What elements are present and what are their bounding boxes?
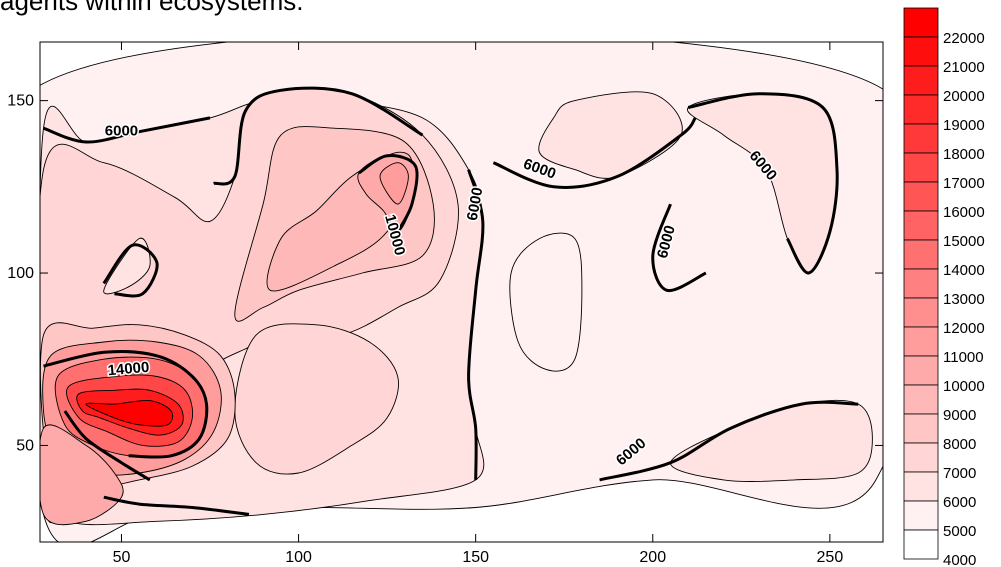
colorbar-swatch-12000 [903, 297, 939, 328]
colorbar-swatch-11000 [903, 326, 939, 357]
colorbar-label-22000: 22000 [943, 30, 985, 47]
colorbar-swatch-16000 [903, 181, 939, 212]
contour-region-5000-2 [509, 232, 583, 372]
colorbar-swatch-4000 [903, 529, 939, 560]
x-tick-label-250: 250 [817, 549, 844, 566]
colorbar: 22000 21000 20000 19000 18000 17000 16000 15000… [903, 7, 985, 567]
colorbar-label-14000: 14000 [943, 262, 985, 279]
contour-region-6000-3 [538, 91, 683, 179]
colorbar-label-8000: 8000 [943, 436, 976, 453]
contour-label-7: 14000 [107, 359, 150, 380]
colorbar-label-7000: 7000 [943, 465, 976, 482]
colorbar-label-12000: 12000 [943, 320, 985, 337]
colorbar-label-4000: 4000 [943, 552, 976, 567]
contour-line-6000-5 [651, 203, 707, 292]
colorbar-swatch-10000 [903, 355, 939, 386]
colorbar-label-19000: 19000 [943, 117, 985, 134]
colorbar-swatch-13000 [903, 268, 939, 299]
colorbar-label-11000: 11000 [943, 349, 984, 366]
contour-line-8000-7 [102, 243, 159, 298]
colorbar-label-18000: 18000 [943, 146, 985, 163]
colorbar-label-9000: 9000 [943, 407, 976, 424]
contour-line-6000-4 [687, 92, 839, 275]
colorbar-swatch-14000 [903, 239, 939, 270]
contour-line-14000-9 [43, 350, 209, 459]
colorbar-swatch-20000 [903, 65, 939, 96]
colorbar-label-17000: 17000 [943, 175, 985, 192]
contour-major-lines [42, 86, 859, 516]
colorbar-label-15000: 15000 [943, 233, 985, 250]
colorbar-swatch-9000 [903, 384, 939, 415]
y-tick-label-100: 100 [7, 265, 34, 282]
contour-region-22000-18 [85, 399, 174, 427]
colorbar-swatch-8000 [903, 413, 939, 444]
contour-label-0: 6000 [105, 123, 138, 140]
colorbar-swatch-22000 [903, 7, 939, 38]
colorbar-label-16000: 16000 [943, 204, 985, 221]
x-tick-label-50: 50 [113, 549, 131, 566]
contour-line-14000-10 [63, 410, 151, 482]
colorbar-label-13000: 13000 [943, 291, 985, 308]
caption-text: agents within ecosystems. [0, 0, 304, 16]
colorbar-label-6000: 6000 [943, 494, 976, 511]
contour-region-6000-12 [103, 237, 151, 295]
contour-line-10000-8 [357, 154, 419, 233]
contour-line-6000-6 [599, 400, 859, 482]
y-tick-label-50: 50 [16, 437, 34, 454]
colorbar-swatch-7000 [903, 442, 939, 473]
plot-frame [39, 41, 884, 543]
x-axis: 50 100 150 200 250 [113, 42, 844, 566]
y-tick-label-150: 150 [7, 93, 34, 110]
contour-fill-layer [40, 42, 883, 542]
colorbar-swatch-15000 [903, 210, 939, 241]
colorbar-label-21000: 21000 [943, 59, 985, 76]
colorbar-swatch-17000 [903, 152, 939, 183]
contour-line-6000-0 [42, 116, 211, 144]
y-axis: 50 100 150 [7, 93, 883, 454]
colorbar-swatch-19000 [903, 94, 939, 125]
colorbar-swatch-5000 [903, 500, 939, 531]
x-tick-label-200: 200 [639, 549, 666, 566]
x-tick-label-150: 150 [462, 549, 489, 566]
colorbar-label-5000: 5000 [943, 523, 976, 540]
colorbar-swatch-18000 [903, 123, 939, 154]
contour-region-10000-19 [40, 424, 124, 526]
contour-region-7000-8 [234, 323, 399, 475]
colorbar-swatch-21000 [903, 36, 939, 67]
contour-line-14000-11 [103, 495, 250, 516]
colorbar-swatch-6000 [903, 471, 939, 502]
contour-line-6000-1 [213, 86, 424, 186]
colorbar-label-10000: 10000 [943, 378, 985, 395]
contour-region-11000-11 [379, 162, 409, 205]
x-tick-label-100: 100 [285, 549, 312, 566]
contour-line-6000-2 [467, 169, 485, 480]
contour-line-6000-3 [492, 116, 697, 189]
colorbar-label-20000: 20000 [943, 88, 985, 105]
